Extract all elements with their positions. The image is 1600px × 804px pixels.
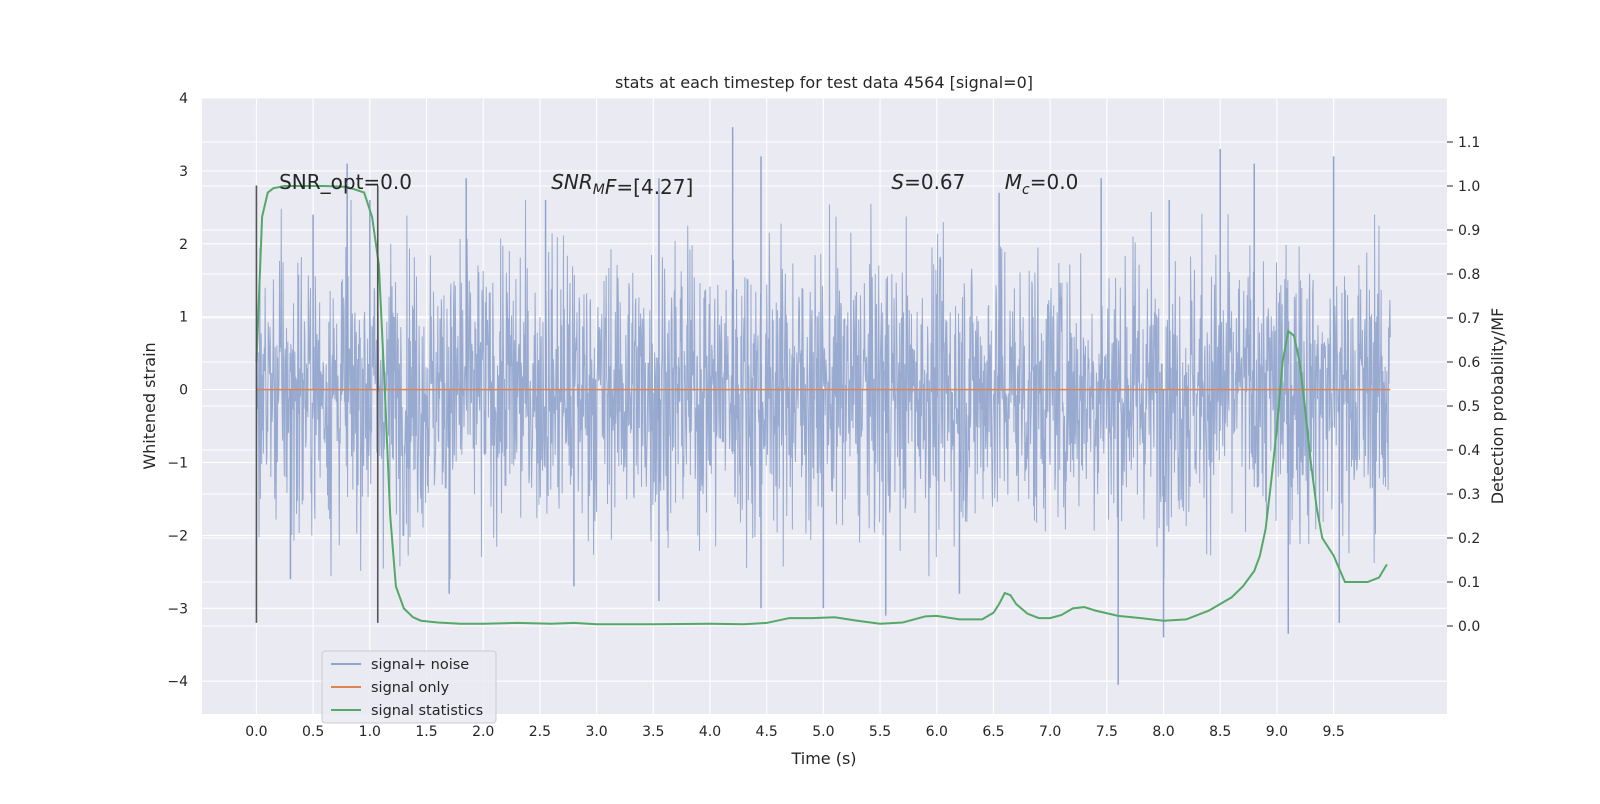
y-tick-label-right-8: 0.8 bbox=[1458, 267, 1480, 283]
x-axis-label: Time (s) bbox=[790, 749, 856, 768]
y-axis-label-right: Detection probability/MF bbox=[1488, 308, 1507, 505]
y-tick-label-left-0: −4 bbox=[167, 674, 188, 690]
x-tick-label-15: 7.5 bbox=[1096, 724, 1118, 740]
x-tick-label-9: 4.5 bbox=[756, 724, 778, 740]
y-tick-label-left-7: 3 bbox=[179, 164, 188, 180]
y-tick-label-right-0: 0.0 bbox=[1458, 619, 1480, 635]
annotation-1: SNRMF=[4.27] bbox=[551, 170, 693, 199]
x-tick-label-19: 9.5 bbox=[1322, 724, 1344, 740]
x-tick-label-3: 1.5 bbox=[415, 724, 437, 740]
legend-label-noise: signal+ noise bbox=[371, 657, 469, 673]
legend-box bbox=[321, 650, 497, 724]
y-tick-label-right-1: 0.1 bbox=[1458, 575, 1480, 591]
x-tick-label-13: 6.5 bbox=[982, 724, 1004, 740]
axes: 0.0 0.5 1.0 1.5 2.0 2.5 3.0 3.5 4.0 4.5 5.0 5.5 6.0 6… bbox=[167, 91, 1480, 740]
x-tick-label-14: 7.0 bbox=[1039, 724, 1061, 740]
x-tick-label-2: 1.0 bbox=[359, 724, 381, 740]
y-tick-label-right-2: 0.2 bbox=[1458, 531, 1480, 547]
annotation-0: SNR_opt=0.0 bbox=[279, 170, 412, 194]
x-tick-label-12: 6.0 bbox=[926, 724, 948, 740]
lines bbox=[255, 185, 1391, 626]
y-tick-label-left-3: −1 bbox=[167, 455, 188, 471]
y-tick-label-right-10: 1.0 bbox=[1458, 179, 1480, 195]
y-tick-label-right-11: 1.1 bbox=[1458, 135, 1480, 151]
y-axis-label-left: Whitened strain bbox=[140, 342, 159, 469]
legend-label-signal-only: signal only bbox=[371, 680, 450, 696]
y-tick-label-left-5: 1 bbox=[179, 310, 188, 326]
y-tick-label-right-5: 0.5 bbox=[1458, 399, 1480, 415]
annotation-3: Mc=0.0 bbox=[1005, 170, 1079, 198]
x-tick-label-6: 3.0 bbox=[585, 724, 607, 740]
annotations: SNR_opt=0.0 SNRMF=[4.27] S=0.67 Mc=0.0 bbox=[279, 170, 1078, 199]
x-tick-label-8: 4.0 bbox=[699, 724, 721, 740]
y-tick-label-right-4: 0.4 bbox=[1458, 443, 1480, 459]
y-tick-label-left-4: 0 bbox=[179, 383, 188, 399]
x-tick-label-16: 8.0 bbox=[1152, 724, 1174, 740]
y-tick-label-right-3: 0.3 bbox=[1458, 487, 1480, 503]
y-tick-label-right-9: 0.9 bbox=[1458, 223, 1480, 239]
annotation-2: S=0.67 bbox=[891, 170, 965, 194]
x-tick-label-18: 9.0 bbox=[1266, 724, 1288, 740]
y-tick-label-left-1: −3 bbox=[167, 601, 188, 617]
x-tick-label-0: 0.0 bbox=[245, 724, 267, 740]
x-tick-label-1: 0.5 bbox=[302, 724, 324, 740]
series-signal-statistics bbox=[255, 185, 1388, 626]
legend: signal+ noise signal only signal statist… bbox=[321, 650, 497, 724]
x-tick-label-10: 5.0 bbox=[812, 724, 834, 740]
noise-series bbox=[255, 127, 1391, 685]
series-signal-noise bbox=[255, 200, 1391, 580]
x-tick-label-4: 2.0 bbox=[472, 724, 494, 740]
y-tick-label-left-8: 4 bbox=[179, 91, 188, 107]
chart-title: stats at each timestep for test data 456… bbox=[615, 73, 1033, 92]
y-tick-label-left-2: −2 bbox=[167, 528, 188, 544]
y-tick-label-right-7: 0.7 bbox=[1458, 311, 1480, 327]
legend-label-statistics: signal statistics bbox=[371, 703, 483, 719]
x-tick-label-17: 8.5 bbox=[1209, 724, 1231, 740]
x-tick-label-5: 2.5 bbox=[529, 724, 551, 740]
y-tick-label-right-6: 0.6 bbox=[1458, 355, 1480, 371]
x-tick-label-11: 5.5 bbox=[869, 724, 891, 740]
x-tick-label-7: 3.5 bbox=[642, 724, 664, 740]
y-tick-label-left-6: 2 bbox=[179, 237, 188, 253]
